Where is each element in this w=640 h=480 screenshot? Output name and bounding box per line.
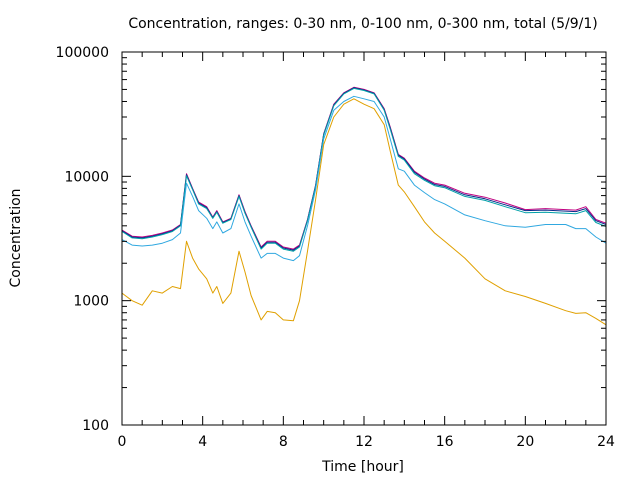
y-axis-label: Concentration bbox=[8, 188, 24, 287]
x-tick-label: 24 bbox=[597, 434, 615, 450]
series-line-5 bbox=[121, 98, 607, 326]
series-line-1 bbox=[121, 86, 607, 250]
x-axis-label: Time [hour] bbox=[321, 459, 404, 475]
series-group bbox=[121, 86, 607, 326]
x-tick-label: 8 bbox=[279, 434, 288, 450]
y-axis: 100 1000 10000 100000 bbox=[56, 45, 606, 434]
x-tick-label: 16 bbox=[436, 434, 454, 450]
x-axis: 0 4 8 12 16 20 24 bbox=[118, 52, 615, 450]
y-tick-label: 100 bbox=[82, 418, 109, 434]
x-tick-label: 12 bbox=[355, 434, 373, 450]
series-line-4 bbox=[121, 95, 607, 262]
plot-frame bbox=[121, 51, 607, 426]
x-tick-label: 20 bbox=[516, 434, 534, 450]
x-tick-label: 0 bbox=[118, 434, 127, 450]
chart-title: Concentration, ranges: 0-30 nm, 0-100 nm… bbox=[128, 16, 597, 32]
x-tick-label: 4 bbox=[198, 434, 207, 450]
y-tick-label: 10000 bbox=[64, 169, 109, 185]
y-tick-label: 100000 bbox=[56, 45, 109, 61]
series-line-3 bbox=[121, 87, 607, 252]
y-tick-label: 1000 bbox=[73, 294, 109, 310]
